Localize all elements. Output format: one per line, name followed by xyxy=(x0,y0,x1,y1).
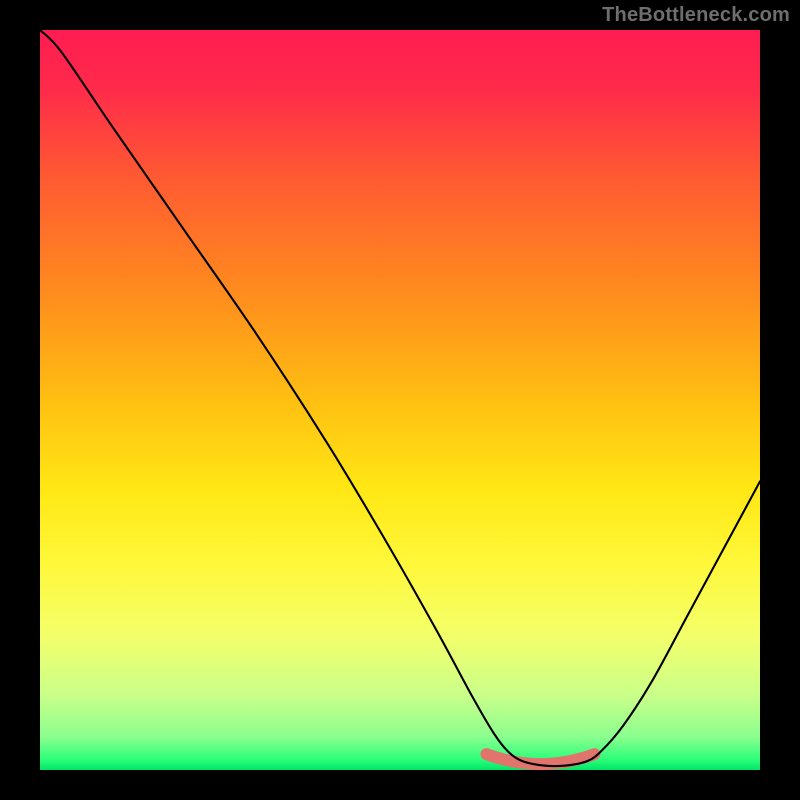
watermark-text: TheBottleneck.com xyxy=(602,4,790,27)
gradient-background xyxy=(40,30,760,770)
chart-svg xyxy=(0,0,800,800)
stage: TheBottleneck.com xyxy=(0,0,800,800)
